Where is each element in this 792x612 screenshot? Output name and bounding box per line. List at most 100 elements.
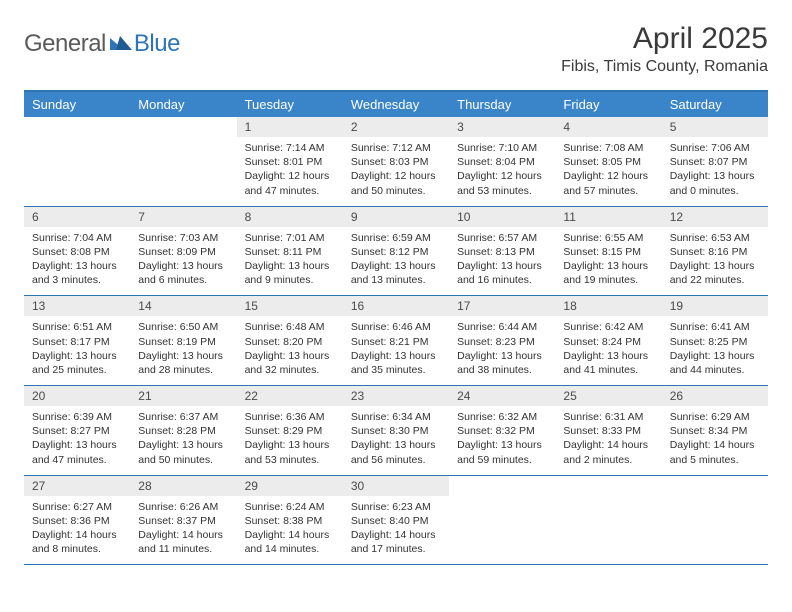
day-content: Sunrise: 6:36 AMSunset: 8:29 PMDaylight:… xyxy=(237,406,343,475)
day-number: 15 xyxy=(237,296,343,316)
daylight-line: Daylight: 13 hours and 28 minutes. xyxy=(138,349,228,377)
sunrise-line: Sunrise: 6:46 AM xyxy=(351,320,441,334)
calendar-day-cell: 18Sunrise: 6:42 AMSunset: 8:24 PMDayligh… xyxy=(555,296,661,386)
sunrise-line: Sunrise: 6:44 AM xyxy=(457,320,547,334)
day-content: Sunrise: 6:50 AMSunset: 8:19 PMDaylight:… xyxy=(130,316,236,385)
day-number: 25 xyxy=(555,386,661,406)
day-number: 17 xyxy=(449,296,555,316)
sunrise-line: Sunrise: 6:42 AM xyxy=(563,320,653,334)
daylight-line: Daylight: 13 hours and 9 minutes. xyxy=(245,259,335,287)
calendar-day-cell: . xyxy=(449,475,555,565)
sunset-line: Sunset: 8:05 PM xyxy=(563,155,653,169)
sunrise-line: Sunrise: 6:36 AM xyxy=(245,410,335,424)
sunset-line: Sunset: 8:29 PM xyxy=(245,424,335,438)
day-number: 5 xyxy=(662,117,768,137)
daylight-line: Daylight: 12 hours and 50 minutes. xyxy=(351,169,441,197)
sunrise-line: Sunrise: 7:12 AM xyxy=(351,141,441,155)
day-number: 18 xyxy=(555,296,661,316)
sunrise-line: Sunrise: 6:32 AM xyxy=(457,410,547,424)
calendar-day-cell: 16Sunrise: 6:46 AMSunset: 8:21 PMDayligh… xyxy=(343,296,449,386)
calendar-day-cell: 14Sunrise: 6:50 AMSunset: 8:19 PMDayligh… xyxy=(130,296,236,386)
sunset-line: Sunset: 8:25 PM xyxy=(670,335,760,349)
calendar-day-cell: 21Sunrise: 6:37 AMSunset: 8:28 PMDayligh… xyxy=(130,386,236,476)
day-content: Sunrise: 7:12 AMSunset: 8:03 PMDaylight:… xyxy=(343,137,449,206)
day-content: Sunrise: 6:29 AMSunset: 8:34 PMDaylight:… xyxy=(662,406,768,475)
daylight-line: Daylight: 12 hours and 53 minutes. xyxy=(457,169,547,197)
sunset-line: Sunset: 8:12 PM xyxy=(351,245,441,259)
sunset-line: Sunset: 8:04 PM xyxy=(457,155,547,169)
daylight-line: Daylight: 13 hours and 47 minutes. xyxy=(32,438,122,466)
day-content: Sunrise: 6:32 AMSunset: 8:32 PMDaylight:… xyxy=(449,406,555,475)
day-content: Sunrise: 6:55 AMSunset: 8:15 PMDaylight:… xyxy=(555,227,661,296)
calendar-day-cell: 1Sunrise: 7:14 AMSunset: 8:01 PMDaylight… xyxy=(237,117,343,206)
day-content: Sunrise: 7:10 AMSunset: 8:04 PMDaylight:… xyxy=(449,137,555,206)
calendar-day-cell: 15Sunrise: 6:48 AMSunset: 8:20 PMDayligh… xyxy=(237,296,343,386)
sunset-line: Sunset: 8:38 PM xyxy=(245,514,335,528)
calendar-week-row: 27Sunrise: 6:27 AMSunset: 8:36 PMDayligh… xyxy=(24,475,768,565)
calendar-day-cell: 4Sunrise: 7:08 AMSunset: 8:05 PMDaylight… xyxy=(555,117,661,206)
title-block: April 2025 Fibis, Timis County, Romania xyxy=(561,22,768,76)
sunset-line: Sunset: 8:03 PM xyxy=(351,155,441,169)
day-header: Saturday xyxy=(662,91,768,117)
day-number: 3 xyxy=(449,117,555,137)
sunrise-line: Sunrise: 6:53 AM xyxy=(670,231,760,245)
sunset-line: Sunset: 8:23 PM xyxy=(457,335,547,349)
calendar-day-cell: 13Sunrise: 6:51 AMSunset: 8:17 PMDayligh… xyxy=(24,296,130,386)
sunset-line: Sunset: 8:30 PM xyxy=(351,424,441,438)
sunrise-line: Sunrise: 6:41 AM xyxy=(670,320,760,334)
sunrise-line: Sunrise: 6:29 AM xyxy=(670,410,760,424)
calendar-day-cell: 23Sunrise: 6:34 AMSunset: 8:30 PMDayligh… xyxy=(343,386,449,476)
sunset-line: Sunset: 8:21 PM xyxy=(351,335,441,349)
day-content: Sunrise: 6:59 AMSunset: 8:12 PMDaylight:… xyxy=(343,227,449,296)
sunrise-line: Sunrise: 7:10 AM xyxy=(457,141,547,155)
sunrise-line: Sunrise: 6:37 AM xyxy=(138,410,228,424)
day-number: 27 xyxy=(24,476,130,496)
sunset-line: Sunset: 8:36 PM xyxy=(32,514,122,528)
location-text: Fibis, Timis County, Romania xyxy=(561,58,768,76)
day-content: Sunrise: 7:08 AMSunset: 8:05 PMDaylight:… xyxy=(555,137,661,206)
day-number: 2 xyxy=(343,117,449,137)
day-number: 29 xyxy=(237,476,343,496)
sunset-line: Sunset: 8:27 PM xyxy=(32,424,122,438)
daylight-line: Daylight: 13 hours and 44 minutes. xyxy=(670,349,760,377)
calendar-day-cell: 20Sunrise: 6:39 AMSunset: 8:27 PMDayligh… xyxy=(24,386,130,476)
day-content: Sunrise: 6:27 AMSunset: 8:36 PMDaylight:… xyxy=(24,496,130,565)
sunset-line: Sunset: 8:07 PM xyxy=(670,155,760,169)
sunrise-line: Sunrise: 7:03 AM xyxy=(138,231,228,245)
sunrise-line: Sunrise: 6:34 AM xyxy=(351,410,441,424)
sunset-line: Sunset: 8:24 PM xyxy=(563,335,653,349)
calendar-week-row: ..1Sunrise: 7:14 AMSunset: 8:01 PMDaylig… xyxy=(24,117,768,206)
calendar-week-row: 13Sunrise: 6:51 AMSunset: 8:17 PMDayligh… xyxy=(24,296,768,386)
daylight-line: Daylight: 14 hours and 5 minutes. xyxy=(670,438,760,466)
day-content: Sunrise: 6:51 AMSunset: 8:17 PMDaylight:… xyxy=(24,316,130,385)
day-number: 12 xyxy=(662,207,768,227)
day-number: 7 xyxy=(130,207,236,227)
daylight-line: Daylight: 13 hours and 38 minutes. xyxy=(457,349,547,377)
day-number: 8 xyxy=(237,207,343,227)
day-number: 26 xyxy=(662,386,768,406)
sunrise-line: Sunrise: 6:51 AM xyxy=(32,320,122,334)
day-header: Sunday xyxy=(24,91,130,117)
sunrise-line: Sunrise: 6:48 AM xyxy=(245,320,335,334)
calendar-day-cell: . xyxy=(24,117,130,206)
sunset-line: Sunset: 8:13 PM xyxy=(457,245,547,259)
sunset-line: Sunset: 8:32 PM xyxy=(457,424,547,438)
calendar-day-cell: 26Sunrise: 6:29 AMSunset: 8:34 PMDayligh… xyxy=(662,386,768,476)
daylight-line: Daylight: 14 hours and 14 minutes. xyxy=(245,528,335,556)
day-number: 6 xyxy=(24,207,130,227)
calendar-day-cell: 29Sunrise: 6:24 AMSunset: 8:38 PMDayligh… xyxy=(237,475,343,565)
day-number: 11 xyxy=(555,207,661,227)
daylight-line: Daylight: 13 hours and 13 minutes. xyxy=(351,259,441,287)
daylight-line: Daylight: 14 hours and 2 minutes. xyxy=(563,438,653,466)
day-number: 30 xyxy=(343,476,449,496)
sunset-line: Sunset: 8:01 PM xyxy=(245,155,335,169)
day-header: Thursday xyxy=(449,91,555,117)
daylight-line: Daylight: 14 hours and 8 minutes. xyxy=(32,528,122,556)
day-content: Sunrise: 7:14 AMSunset: 8:01 PMDaylight:… xyxy=(237,137,343,206)
day-content: Sunrise: 7:04 AMSunset: 8:08 PMDaylight:… xyxy=(24,227,130,296)
sunrise-line: Sunrise: 6:59 AM xyxy=(351,231,441,245)
calendar-day-cell: 24Sunrise: 6:32 AMSunset: 8:32 PMDayligh… xyxy=(449,386,555,476)
calendar-day-cell: 25Sunrise: 6:31 AMSunset: 8:33 PMDayligh… xyxy=(555,386,661,476)
sunrise-line: Sunrise: 6:50 AM xyxy=(138,320,228,334)
sunrise-line: Sunrise: 6:26 AM xyxy=(138,500,228,514)
